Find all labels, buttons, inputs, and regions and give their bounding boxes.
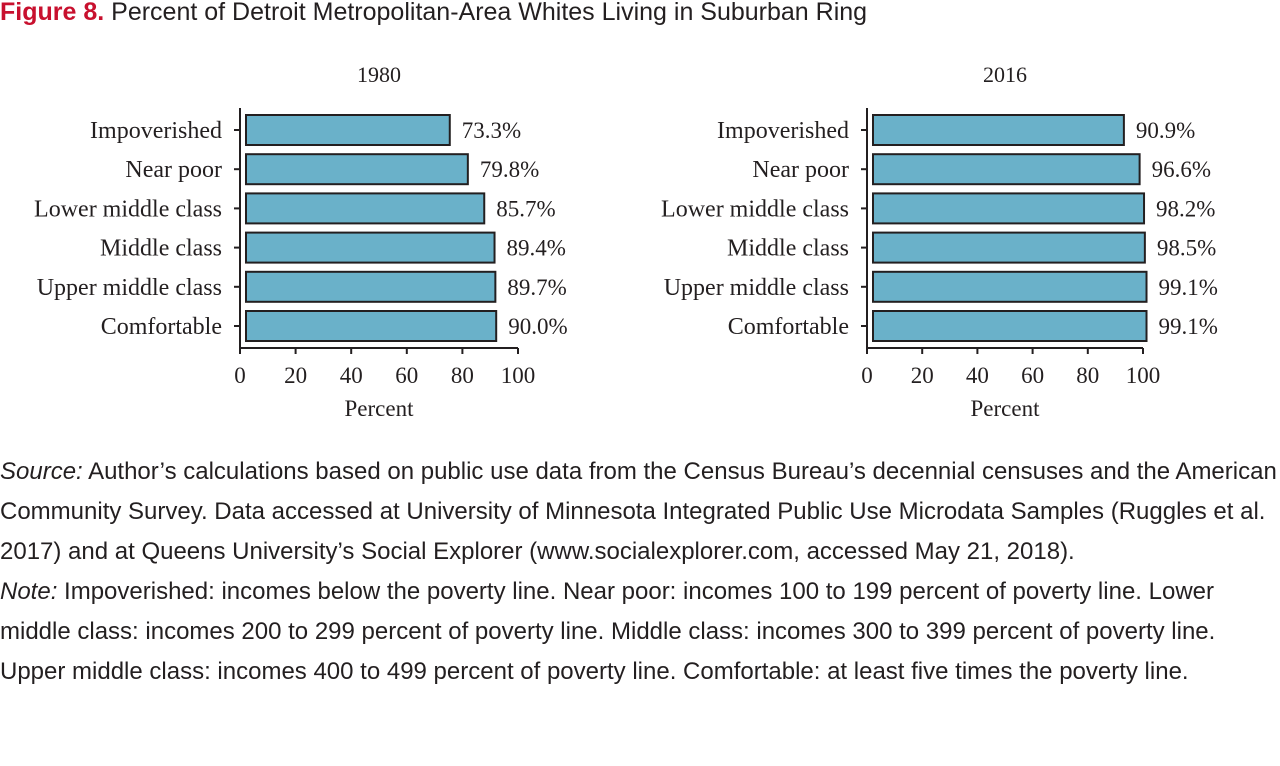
- x-tick-label: 60: [395, 363, 418, 388]
- note: Note: Impoverished: incomes below the po…: [0, 572, 1280, 692]
- x-axis-label: Percent: [971, 396, 1041, 421]
- note-text: Impoverished: incomes below the poverty …: [0, 578, 1216, 685]
- x-tick-label: 40: [340, 363, 363, 388]
- chart-1980: 1980 Impoverished 73.3% Near poor 79.8% Lower…: [34, 62, 568, 421]
- bar: [872, 192, 1146, 225]
- bar: [245, 114, 451, 146]
- x-tick-label: 0: [861, 363, 873, 388]
- chart-title: 2016: [983, 62, 1027, 87]
- value-label: 98.5%: [1157, 236, 1216, 261]
- bar: [245, 310, 498, 342]
- category-label: Middle class: [727, 236, 849, 262]
- bar: [245, 270, 497, 303]
- value-label: 98.2%: [1156, 196, 1215, 221]
- bar: [245, 153, 469, 186]
- category-label: Lower middle class: [34, 196, 222, 222]
- category-label: Upper middle class: [37, 275, 222, 301]
- figure-label: Figure 8.: [0, 0, 105, 26]
- category-label: Impoverished: [90, 118, 222, 144]
- source-text: Author’s calculations based on public us…: [0, 458, 1277, 565]
- figure-notes: Source: Author’s calculations based on p…: [0, 452, 1280, 692]
- category-label: Comfortable: [728, 314, 849, 340]
- x-tick-label: 80: [1076, 363, 1099, 388]
- value-label: 89.7%: [507, 275, 566, 300]
- x-tick-label: 100: [501, 363, 536, 388]
- x-tick-label: 100: [1126, 363, 1161, 388]
- bar: [872, 310, 1148, 342]
- category-label: Middle class: [100, 236, 222, 262]
- value-label: 79.8%: [480, 157, 539, 182]
- x-tick-label: 80: [451, 363, 474, 388]
- x-tick-label: 40: [966, 363, 989, 388]
- category-label: Near poor: [125, 157, 222, 183]
- source-note: Source: Author’s calculations based on p…: [0, 452, 1280, 572]
- x-tick-label: 60: [1021, 363, 1044, 388]
- value-label: 99.1%: [1159, 275, 1218, 300]
- bar: [872, 153, 1141, 186]
- x-axis-label: Percent: [345, 396, 415, 421]
- value-label: 99.1%: [1159, 314, 1218, 339]
- figure-title-text: Percent of Detroit Metropolitan-Area Whi…: [111, 0, 868, 26]
- bar: [245, 231, 496, 264]
- category-label: Impoverished: [717, 118, 849, 144]
- chart-2016: 2016 Impoverished 90.9% Near poor 96.6% Lower…: [661, 62, 1218, 421]
- x-tick-label: 0: [234, 363, 246, 388]
- x-tick-label: 20: [284, 363, 307, 388]
- category-label: Upper middle class: [664, 275, 849, 301]
- bar: [872, 270, 1148, 303]
- source-label: Source:: [0, 458, 83, 485]
- value-label: 73.3%: [462, 118, 521, 143]
- category-label: Near poor: [752, 157, 849, 183]
- chart-title: 1980: [357, 62, 401, 87]
- figure-title: Figure 8. Percent of Detroit Metropolita…: [0, 0, 867, 27]
- value-label: 96.6%: [1152, 157, 1211, 182]
- x-tick-label: 20: [911, 363, 934, 388]
- bar: [872, 231, 1146, 264]
- bar: [872, 114, 1125, 146]
- value-label: 90.9%: [1136, 118, 1195, 143]
- category-label: Comfortable: [101, 314, 222, 340]
- note-label: Note:: [0, 578, 58, 605]
- category-label: Lower middle class: [661, 196, 849, 222]
- value-label: 85.7%: [496, 196, 555, 221]
- value-label: 89.4%: [507, 236, 566, 261]
- value-label: 90.0%: [508, 314, 567, 339]
- bar: [245, 192, 486, 225]
